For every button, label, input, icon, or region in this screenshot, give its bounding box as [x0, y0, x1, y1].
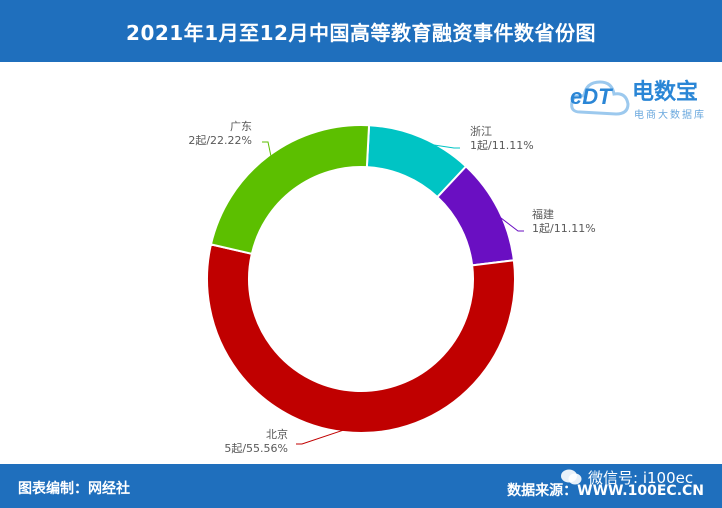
- footer-bar: 图表编制：网经社 数据来源：WWW.100EC.CN: [0, 464, 722, 508]
- footer-source: 数据来源：WWW.100EC.CN: [507, 483, 704, 499]
- wechat-id: 微信号: i100ec: [588, 468, 694, 487]
- slice-label-value-2: 5起/55.56%: [224, 442, 288, 455]
- slice-label-value-0: 1起/11.11%: [470, 139, 534, 152]
- donut-chart: 浙江1起/11.11%福建1起/11.11%北京5起/55.56%广东2起/22…: [188, 120, 596, 455]
- cloud-icon: [570, 80, 630, 116]
- chart-title: 2021年1月至12月中国高等教育融资事件数省份图: [126, 20, 596, 45]
- slice-label-name-3: 广东: [230, 120, 252, 133]
- leader-line-0: [418, 142, 460, 149]
- slice-label-value-3: 2起/22.22%: [188, 134, 252, 147]
- leader-line-3: [262, 141, 273, 161]
- slice-3: [209, 124, 371, 256]
- slice-2: [206, 243, 516, 434]
- slice-label-name-0: 浙江: [470, 125, 492, 138]
- wechat-watermark: 微信号: i100ec: [560, 464, 715, 490]
- wechat-icon: [560, 468, 582, 486]
- leader-line-2: [296, 426, 354, 445]
- footer-credit: 图表编制：网经社: [18, 481, 130, 497]
- title-bar: 2021年1月至12月中国高等教育融资事件数省份图: [0, 0, 722, 62]
- logo-subtitle: 电商大数据库: [634, 110, 706, 121]
- slice-label-name-2: 北京: [266, 427, 288, 441]
- logo-brand: 电数宝: [632, 80, 699, 105]
- slice-label-name-1: 福建: [532, 207, 554, 221]
- leader-line-1: [492, 211, 524, 232]
- brand-logo: eDT 电数宝 电商大数据库: [568, 68, 718, 132]
- logo-mark: eDT: [570, 84, 612, 109]
- slice-label-value-1: 1起/11.11%: [532, 222, 596, 235]
